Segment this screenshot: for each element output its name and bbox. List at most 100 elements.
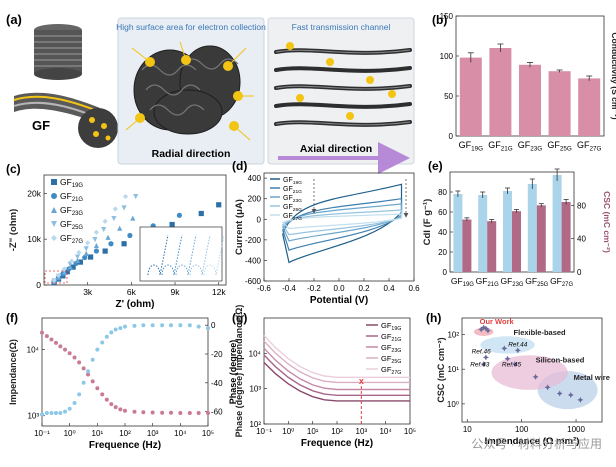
nyquist-point xyxy=(83,250,89,256)
legend-label: GF27G xyxy=(283,213,302,222)
impedance-point xyxy=(150,410,155,415)
radial-box-title: High surface area for electron collectio… xyxy=(116,22,266,32)
impedance-point xyxy=(113,405,118,410)
reference-point xyxy=(501,345,508,352)
nyquist-point xyxy=(127,232,133,239)
x-tick-label: -0.4 xyxy=(282,284,296,293)
category-label: GF27G xyxy=(550,276,573,288)
nyquist-point xyxy=(111,215,117,222)
x-tick-label: -0.6 xyxy=(257,284,271,293)
x-tick-label: 9k xyxy=(171,287,181,297)
category-label: GF27G xyxy=(577,140,602,152)
region-label: Our Work xyxy=(480,317,515,326)
panel-g-label: (g) xyxy=(232,311,247,325)
phase-point xyxy=(123,324,127,329)
category-label: GF19G xyxy=(451,276,474,288)
fiber-bundle-icon xyxy=(13,92,118,148)
phase-point xyxy=(44,411,49,416)
inset-curve xyxy=(161,234,183,276)
impedance-point xyxy=(63,347,68,352)
x-tick-label: 10⁵ xyxy=(404,427,416,436)
x-tick-label: 100 xyxy=(515,425,529,434)
panel-f: (f) 10⁻¹ 10⁰ 10¹ 10² 10³ 10⁴ 10⁵ 10³ 10⁴ 0 -20 -40 -6… xyxy=(6,311,238,451)
reference-point xyxy=(577,396,584,403)
impedance-point xyxy=(72,355,77,360)
impedance-point xyxy=(81,366,86,371)
phase-point xyxy=(113,327,118,332)
legend-label: GF25G xyxy=(283,204,302,213)
y-tick-label: 150 xyxy=(440,12,454,21)
legend-label: GF27G xyxy=(381,365,401,376)
fiber-spool-icon xyxy=(34,24,82,80)
reference-point xyxy=(532,373,539,380)
legend-label: GF27G xyxy=(60,233,83,245)
csc-bar xyxy=(512,211,521,272)
y-axis-label: Phase (degree) Impendance(Ω) xyxy=(234,305,244,438)
nyquist-point xyxy=(102,218,108,224)
nyquist-point xyxy=(64,269,70,275)
panel-c-label: (c) xyxy=(6,162,21,176)
y-tick-label: 10⁰ xyxy=(447,400,459,409)
category-label: GF25G xyxy=(547,140,572,152)
cv-loop xyxy=(281,209,403,236)
x-axis-label: Frequence (Hz) xyxy=(301,438,373,449)
electron-lines-radial xyxy=(125,41,254,141)
y-tick-label: 10² xyxy=(447,331,459,340)
reference-point xyxy=(482,354,489,361)
reference-point xyxy=(544,384,551,391)
phase-point xyxy=(86,369,91,374)
category-label: GF23G xyxy=(518,140,543,152)
nyquist-point xyxy=(61,266,67,272)
phase-point xyxy=(58,411,63,416)
csc-bar xyxy=(487,221,497,272)
csc-bar xyxy=(561,202,571,272)
impedance-point xyxy=(77,360,82,365)
x-tick-label: 12k xyxy=(212,287,226,297)
impedance-curve xyxy=(263,354,410,396)
y-tick-label: 50 xyxy=(444,92,453,101)
legend-label: GF21G xyxy=(381,332,401,343)
phase-point xyxy=(90,357,95,362)
y-axis-label-left: Impendance(Ω) xyxy=(8,339,18,405)
nyquist-point xyxy=(176,212,183,218)
nyquist-point xyxy=(117,225,123,231)
cdl-bar xyxy=(453,194,463,272)
category-label: GF23G xyxy=(500,276,523,288)
y-axis-label: -Z" (ohm) xyxy=(8,209,19,252)
conductivity-bar xyxy=(489,48,512,136)
x-axis-label: Impendance (Ω mm²) xyxy=(485,436,580,447)
panel-d-label: (d) xyxy=(232,159,247,173)
nyquist-point xyxy=(82,254,88,261)
y-axis-label-right: Phase (degree) xyxy=(228,340,238,405)
x-tick-label: 3k xyxy=(83,287,93,297)
nyquist-point xyxy=(105,234,111,240)
y-tick-label: -40 xyxy=(211,379,223,388)
y-tick-label: 0 xyxy=(443,268,448,277)
region-label: Flexible-based xyxy=(514,328,567,337)
conductivity-bar xyxy=(548,71,571,136)
impedance-point xyxy=(49,337,54,342)
nyquist-point xyxy=(76,249,82,256)
y-tick-label: 10¹ xyxy=(447,365,459,374)
x-tick-label: 10¹ xyxy=(307,427,319,436)
y-tick-label: 80 xyxy=(577,201,586,210)
electron-markers-axial xyxy=(286,42,396,120)
region-ellipse xyxy=(480,336,535,354)
panel-a: (a) GF High surface area for electron xyxy=(6,12,415,174)
y-tick-label: 10⁴ xyxy=(249,349,262,358)
impedance-point xyxy=(123,408,127,413)
nyquist-point xyxy=(121,241,127,247)
y-tick-label: 200 xyxy=(248,195,262,204)
nyquist-point xyxy=(70,264,76,270)
x-tick-label: 10⁰ xyxy=(64,429,76,438)
nyquist-point xyxy=(169,221,175,228)
x-tick-label: 10² xyxy=(331,427,343,436)
legend-marker xyxy=(51,193,57,199)
panel-h-label: (h) xyxy=(426,311,441,325)
impedance-point xyxy=(53,340,58,345)
y-tick-label: -20 xyxy=(211,350,223,359)
phase-point xyxy=(141,323,146,328)
radial-caption: Radial direction xyxy=(152,148,231,160)
impedance-point xyxy=(178,411,183,416)
